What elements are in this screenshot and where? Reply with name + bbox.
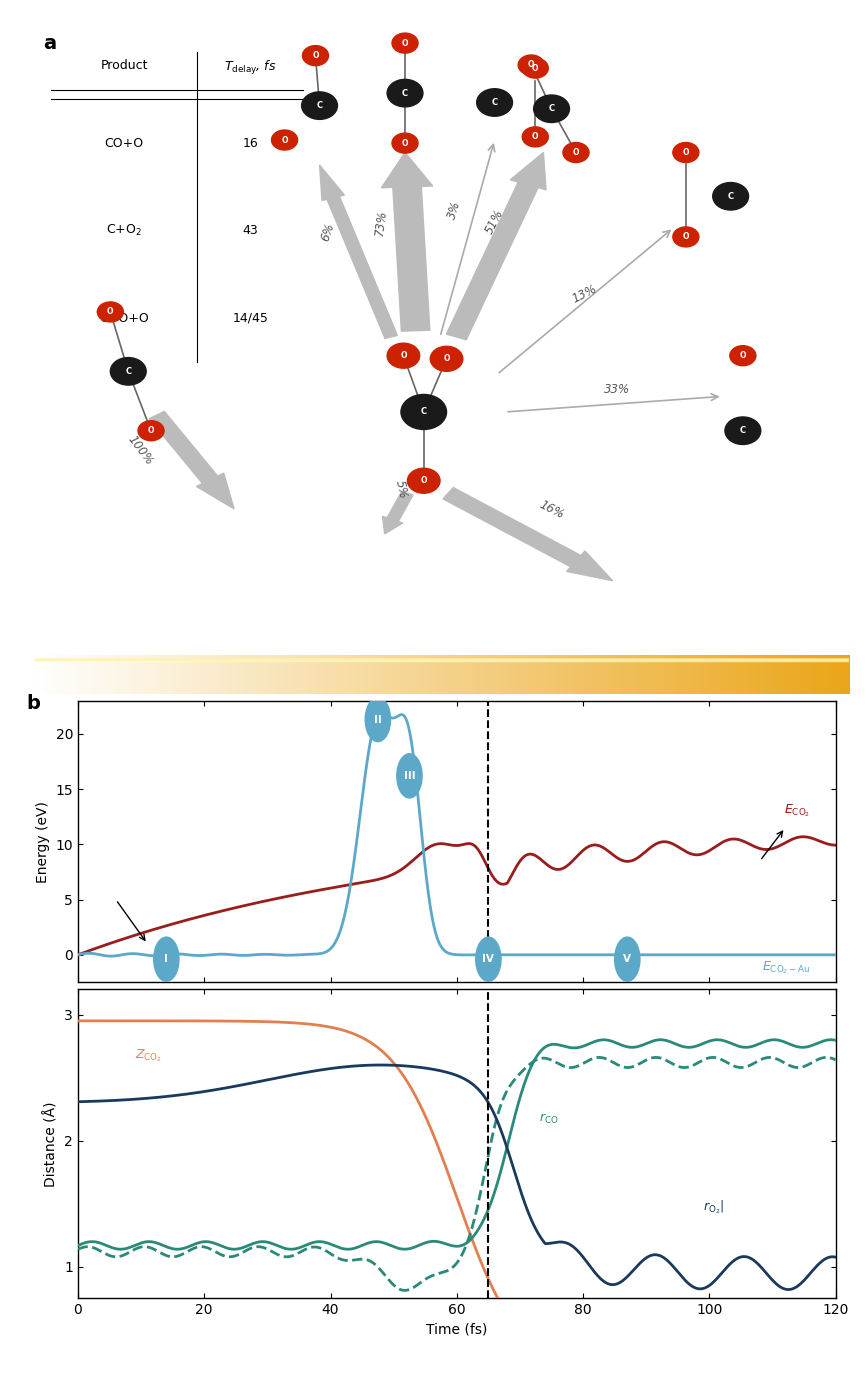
Circle shape — [110, 357, 146, 385]
Text: C: C — [402, 88, 408, 98]
Text: 73%: 73% — [372, 209, 389, 236]
Text: $T_{\rm delay}$, fs: $T_{\rm delay}$, fs — [224, 59, 276, 77]
Circle shape — [408, 469, 440, 493]
Circle shape — [533, 95, 570, 122]
Text: C: C — [727, 192, 734, 201]
Circle shape — [365, 698, 391, 742]
Text: O: O — [421, 477, 427, 485]
Y-axis label: Distance (Å): Distance (Å) — [44, 1101, 59, 1187]
Y-axis label: Energy (eV): Energy (eV) — [36, 801, 50, 882]
Text: 5%: 5% — [392, 478, 410, 499]
Text: O: O — [572, 148, 579, 157]
Circle shape — [392, 33, 418, 54]
Text: C+O+O: C+O+O — [100, 312, 149, 324]
Circle shape — [522, 126, 548, 147]
Circle shape — [673, 227, 699, 247]
Circle shape — [272, 131, 298, 150]
Circle shape — [154, 937, 179, 981]
Text: II: II — [374, 714, 382, 724]
Circle shape — [476, 89, 513, 117]
Text: V: V — [624, 954, 631, 965]
Circle shape — [563, 143, 589, 162]
Text: O: O — [682, 232, 689, 242]
FancyArrow shape — [446, 153, 546, 339]
Text: a: a — [42, 34, 56, 52]
Circle shape — [397, 754, 422, 798]
Text: C+O$_2$: C+O$_2$ — [107, 223, 142, 238]
Circle shape — [673, 143, 699, 162]
Text: IV: IV — [482, 954, 494, 965]
Circle shape — [522, 58, 548, 78]
Text: CO+O: CO+O — [105, 136, 144, 150]
Circle shape — [725, 416, 760, 444]
Text: b: b — [26, 694, 40, 713]
Text: 100%: 100% — [126, 433, 156, 469]
Text: $E_{\rm CO_2}$: $E_{\rm CO_2}$ — [785, 802, 811, 819]
Text: Product: Product — [100, 59, 148, 71]
Circle shape — [302, 45, 328, 66]
Text: C: C — [548, 104, 554, 113]
Text: C: C — [421, 408, 427, 416]
Circle shape — [730, 346, 756, 365]
Circle shape — [475, 937, 501, 981]
Text: C: C — [126, 367, 132, 376]
Text: 14/45: 14/45 — [232, 312, 268, 324]
Circle shape — [392, 133, 418, 153]
Text: O: O — [400, 352, 407, 360]
Text: $Z_{\rm CO_2}$: $Z_{\rm CO_2}$ — [135, 1048, 162, 1065]
Text: O: O — [281, 136, 288, 144]
Text: O: O — [402, 38, 408, 48]
Text: O: O — [532, 132, 539, 142]
Circle shape — [301, 92, 338, 120]
Text: 43: 43 — [242, 224, 258, 238]
Text: C: C — [740, 426, 746, 436]
Text: 3%: 3% — [445, 199, 462, 221]
FancyArrow shape — [320, 165, 397, 338]
Text: O: O — [740, 352, 746, 360]
Circle shape — [97, 302, 123, 322]
Text: 33%: 33% — [604, 383, 630, 396]
Text: O: O — [528, 60, 534, 70]
Circle shape — [401, 394, 447, 430]
Circle shape — [615, 937, 640, 981]
FancyArrow shape — [381, 153, 433, 331]
Text: O: O — [402, 139, 408, 147]
Text: $r_{\rm CO}$: $r_{\rm CO}$ — [539, 1112, 559, 1125]
Circle shape — [518, 55, 544, 76]
Text: III: III — [404, 771, 416, 780]
Text: O: O — [682, 148, 689, 157]
Text: O: O — [313, 51, 319, 60]
Text: I: I — [165, 954, 168, 965]
Text: 13%: 13% — [570, 282, 598, 305]
Circle shape — [713, 183, 748, 210]
FancyArrow shape — [149, 411, 234, 508]
Circle shape — [138, 420, 164, 441]
Text: 16: 16 — [242, 136, 258, 150]
Text: O: O — [443, 354, 449, 363]
Circle shape — [430, 346, 462, 371]
Circle shape — [387, 344, 420, 368]
Text: 6%: 6% — [319, 221, 337, 243]
Text: O: O — [148, 426, 154, 436]
Text: $E_{\rm CO_2-Au}$: $E_{\rm CO_2-Au}$ — [762, 960, 811, 977]
Text: C: C — [492, 98, 498, 107]
FancyArrow shape — [443, 488, 612, 581]
X-axis label: Time (fs): Time (fs) — [426, 1323, 488, 1337]
Text: C: C — [316, 102, 323, 110]
Circle shape — [387, 80, 423, 107]
Text: $r_{\rm O_2}|$: $r_{\rm O_2}|$ — [703, 1198, 724, 1216]
Text: 16%: 16% — [537, 497, 566, 521]
FancyArrow shape — [383, 492, 413, 534]
Text: O: O — [107, 308, 113, 316]
Text: O: O — [532, 63, 539, 73]
Text: 51%: 51% — [483, 207, 507, 236]
